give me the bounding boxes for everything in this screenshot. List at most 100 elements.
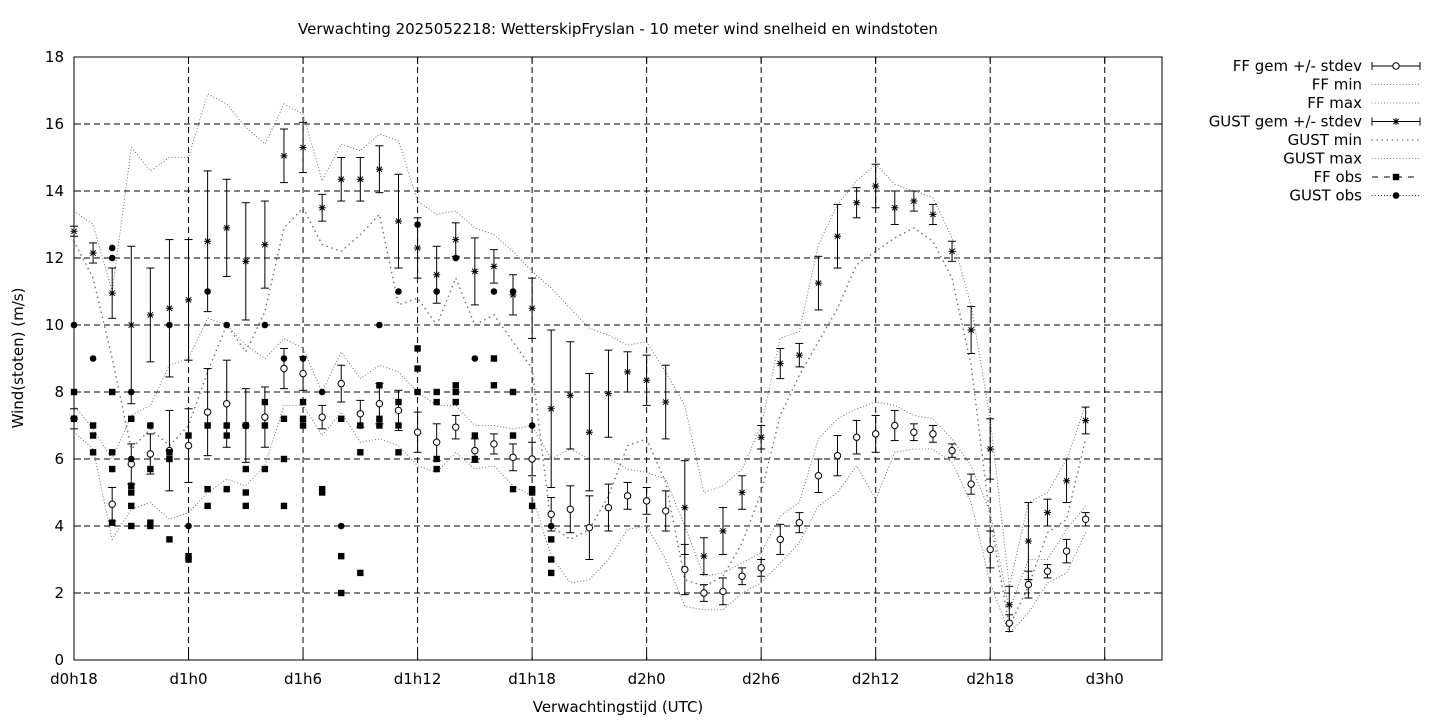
- gust-obs-point: [357, 422, 364, 429]
- ff-gem-point: [318, 413, 326, 421]
- gust-gem-point: [356, 175, 364, 183]
- ff-obs-point: [490, 355, 498, 362]
- ff-obs-point: [280, 415, 288, 422]
- gust-gem-point: [261, 241, 269, 249]
- ff-gem-point: [223, 400, 231, 408]
- gust-gem-point: [394, 217, 402, 225]
- gust-gem-point: [528, 304, 536, 312]
- ff-obs-point: [433, 455, 440, 463]
- ff-obs-series: [70, 345, 555, 597]
- gust-gem-point: [910, 197, 918, 205]
- ff-gem-point: [1081, 515, 1090, 523]
- ff-obs-point: [395, 422, 402, 429]
- series-layer: [70, 93, 1090, 635]
- gust-gem-point: [165, 304, 173, 312]
- ff-gem-point: [261, 413, 269, 421]
- gust-gem-point: [547, 405, 555, 413]
- ff-obs-point: [490, 382, 498, 389]
- gust-gem-point: [204, 237, 212, 245]
- ff-gem-point: [871, 430, 880, 438]
- y-tick-label: 10: [45, 316, 64, 334]
- gust-obs-point: [395, 288, 402, 295]
- ff-gem-point: [967, 480, 975, 488]
- ff-gem-point: [184, 441, 193, 450]
- ff-obs-point: [376, 422, 383, 429]
- y-tick-label: 6: [54, 450, 64, 468]
- gust-gem-point: [433, 271, 441, 279]
- legend-label: GUST max: [1283, 150, 1362, 168]
- ff-obs-point: [433, 388, 440, 396]
- gust-gem-point: [242, 257, 250, 265]
- legend-item: FF min: [1312, 76, 1421, 94]
- gust-obs-point: [509, 288, 517, 295]
- ff-obs-point: [147, 465, 154, 473]
- legend-label: GUST obs: [1289, 187, 1362, 205]
- x-tick-label: d1h6: [284, 670, 322, 688]
- x-tick-label: d3h0: [1086, 670, 1124, 688]
- gust-gem-point: [738, 489, 746, 496]
- ff-gem-point: [471, 446, 479, 455]
- ff-obs-point: [166, 536, 173, 543]
- ff-obs-point: [452, 388, 459, 396]
- ff-obs-point: [108, 519, 116, 526]
- ff-gem-point: [1043, 567, 1052, 575]
- legend-marker: [1392, 118, 1400, 125]
- ff-obs-point: [261, 398, 269, 406]
- ff-gem-point: [795, 518, 804, 527]
- ff-gem-point: [986, 545, 994, 554]
- gust-gem-point: [853, 199, 861, 207]
- gust-obs-point: [547, 522, 555, 530]
- ff-gem-point: [814, 472, 823, 480]
- gust-gem-point: [337, 175, 345, 183]
- ff-gem-point: [642, 497, 651, 505]
- legend-marker: [1392, 192, 1400, 199]
- gust-obs-point: [490, 288, 498, 295]
- ff-gem-point: [375, 400, 384, 408]
- ff-obs-point: [395, 398, 402, 406]
- gust-gem-point: [1024, 537, 1032, 545]
- gust-obs-point: [433, 288, 440, 295]
- gust-obs-point: [127, 388, 135, 396]
- ff-gem-point: [623, 492, 632, 500]
- ff-gem-point: [490, 440, 498, 448]
- gust-obs-point: [337, 522, 345, 530]
- gust-gem-point: [185, 296, 193, 304]
- legend-label: FF gem +/- stdev: [1233, 57, 1362, 75]
- ff-obs-point: [185, 552, 192, 560]
- ff-obs-point: [280, 455, 288, 463]
- gust-gem-point: [929, 210, 937, 218]
- gust-obs-point: [414, 221, 421, 228]
- ff-obs-point: [318, 489, 326, 496]
- ff-obs-point: [395, 449, 402, 456]
- legend-item: FF obs: [1313, 168, 1420, 186]
- ff-gem-point: [1024, 580, 1033, 589]
- x-tick-label: d2h0: [628, 670, 666, 688]
- legend-marker: [1392, 62, 1400, 70]
- x-tick-label: d2h12: [852, 670, 900, 688]
- legend-item: GUST min: [1288, 131, 1421, 149]
- gust-gem-point: [604, 390, 612, 398]
- ff-obs-point: [261, 465, 269, 473]
- ff-gem-point: [681, 565, 689, 574]
- y-tick-label: 12: [45, 249, 64, 267]
- ff-obs-point: [89, 432, 97, 439]
- ff-gem-point: [738, 572, 746, 580]
- gust-obs-point: [299, 355, 307, 362]
- ff-gem-point: [719, 587, 727, 596]
- ff-obs-point: [147, 522, 154, 530]
- x-tick-label: d2h6: [742, 670, 780, 688]
- ff-obs-point: [204, 485, 211, 493]
- ff-gem-point: [432, 438, 441, 446]
- gust-obs-point: [528, 422, 536, 429]
- gust-gem-point: [891, 204, 899, 212]
- gust-gem-point: [318, 204, 326, 212]
- gust-gem-point: [700, 552, 708, 560]
- ff-obs-point: [280, 502, 288, 510]
- ff-obs-point: [223, 422, 230, 429]
- legend-item: GUST gem +/- stdev: [1209, 113, 1421, 131]
- ff-obs-point: [128, 502, 135, 510]
- x-tick-label: d1h12: [394, 670, 442, 688]
- ff-obs-point: [128, 522, 135, 530]
- ff-obs-point: [108, 449, 116, 456]
